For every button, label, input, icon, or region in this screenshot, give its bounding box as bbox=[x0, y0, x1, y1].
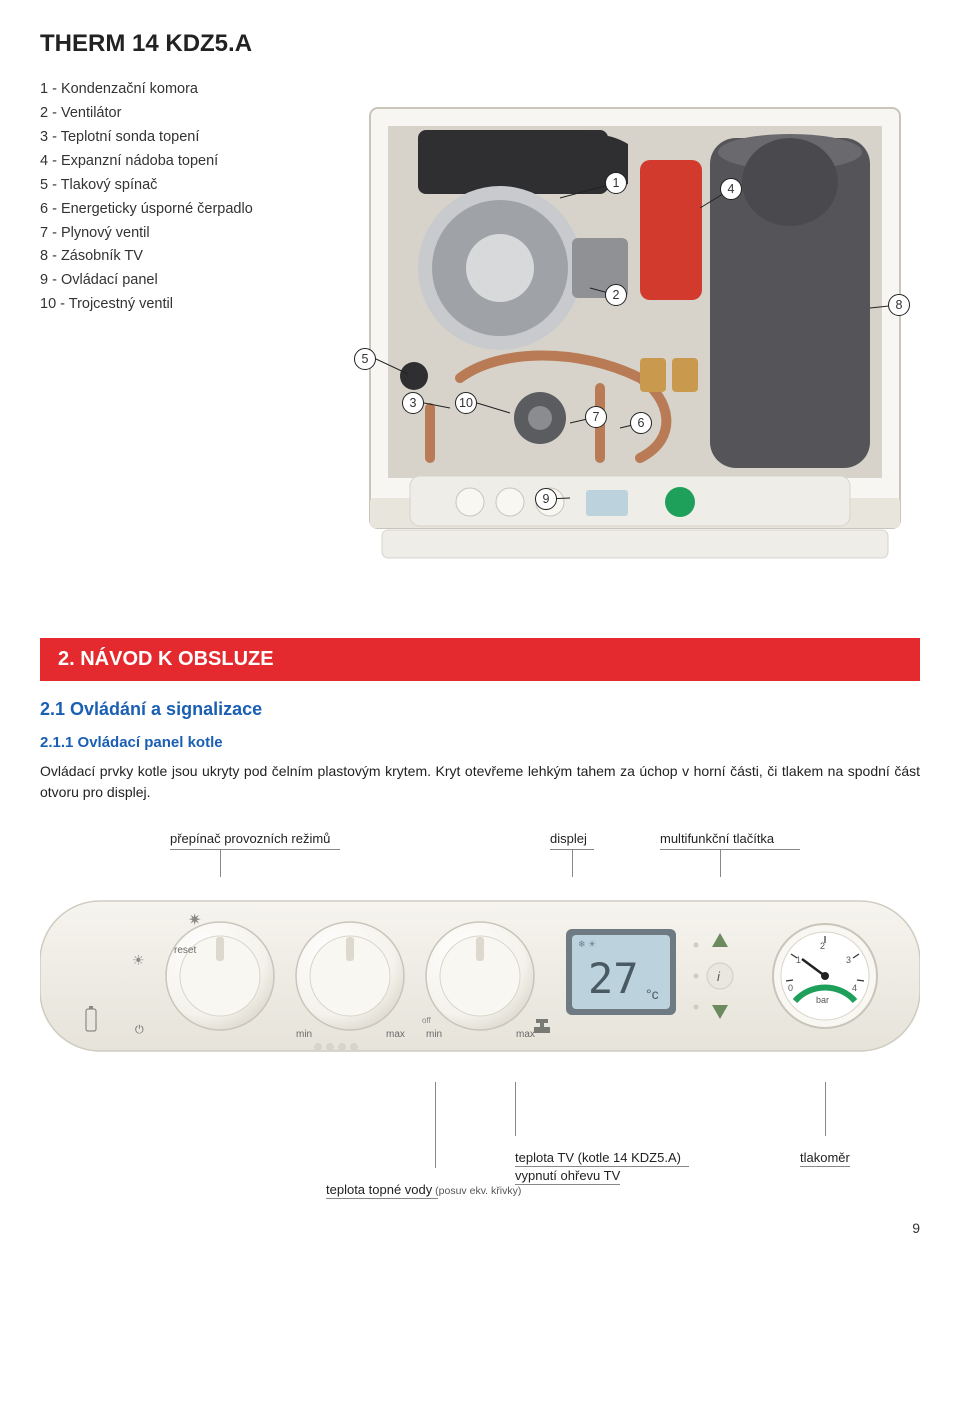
min-label-2: min bbox=[426, 1029, 442, 1040]
annotations-bottom: teplota topné vody (posuv ekv. křivky) te… bbox=[40, 1082, 920, 1212]
page-title: THERM 14 KDZ5.A bbox=[40, 30, 920, 58]
parts-item: 9 - Ovládací panel bbox=[40, 269, 310, 293]
bar-label: bar bbox=[816, 995, 829, 1005]
parts-item: 5 - Tlakový spínač bbox=[40, 174, 310, 198]
annotation-label: tlakoměr bbox=[800, 1150, 850, 1165]
reset-label: reset bbox=[174, 945, 196, 956]
annotation-label: přepínač provozních režimů bbox=[170, 831, 330, 846]
svg-text:✷: ✷ bbox=[188, 912, 201, 929]
callout-2: 2 bbox=[605, 284, 627, 306]
annotation-label: teplota topné vody (posuv ekv. křivky) bbox=[326, 1182, 521, 1197]
svg-text:1: 1 bbox=[796, 955, 801, 965]
parts-item: 1 - Kondenzační komora bbox=[40, 78, 310, 102]
callout-1: 1 bbox=[605, 172, 627, 194]
svg-text:3: 3 bbox=[846, 955, 851, 965]
svg-text:0: 0 bbox=[788, 983, 793, 993]
annotation-label: displej bbox=[550, 831, 587, 846]
parts-item: 4 - Expanzní nádoba topení bbox=[40, 150, 310, 174]
annotations-top: přepínač provozních režimů displej multifu… bbox=[40, 831, 920, 877]
svg-text:off: off bbox=[422, 1016, 432, 1025]
callout-10: 10 bbox=[455, 392, 477, 414]
parts-item: 10 - Trojcestný ventil bbox=[40, 293, 310, 317]
max-label-2: max bbox=[516, 1029, 535, 1040]
annotation-label: vypnutí ohřevu TV bbox=[515, 1168, 620, 1183]
page-number: 9 bbox=[40, 1220, 920, 1236]
svg-text:4: 4 bbox=[852, 983, 857, 993]
parts-list: 1 - Kondenzační komora 2 - Ventilátor 3 … bbox=[40, 78, 310, 598]
body-paragraph: Ovládací prvky kotle jsou ukryty pod čel… bbox=[40, 761, 920, 803]
parts-item: 7 - Plynový ventil bbox=[40, 222, 310, 246]
section-header: 2. NÁVOD K OBSLUZE bbox=[40, 638, 920, 681]
callout-5: 5 bbox=[354, 348, 376, 370]
callout-7: 7 bbox=[585, 406, 607, 428]
annotation-label: teplota TV (kotle 14 KDZ5.A) bbox=[515, 1150, 681, 1165]
min-label: min bbox=[296, 1029, 312, 1040]
svg-text:☀: ☀ bbox=[132, 952, 145, 968]
callout-3: 3 bbox=[402, 392, 424, 414]
parts-item: 2 - Ventilátor bbox=[40, 102, 310, 126]
callout-6: 6 bbox=[630, 412, 652, 434]
callout-8: 8 bbox=[888, 294, 910, 316]
top-section: 1 - Kondenzační komora 2 - Ventilátor 3 … bbox=[40, 78, 920, 598]
max-label: max bbox=[386, 1029, 405, 1040]
lcd-unit: °c bbox=[646, 986, 659, 1002]
subsection-heading: 2.1 Ovládání a signalizace bbox=[40, 699, 920, 720]
control-panel-figure: přepínač provozních režimů displej multifu… bbox=[40, 831, 920, 1212]
annotation-label: multifunkční tlačítka bbox=[660, 831, 774, 846]
parts-item: 8 - Zásobník TV bbox=[40, 245, 310, 269]
control-panel-illustration: ✷ ☀ ⏻ reset min max min max off ❄ ☀ 27 °… bbox=[40, 881, 920, 1071]
callout-4: 4 bbox=[720, 178, 742, 200]
parts-item: 6 - Energeticky úsporné čerpadlo bbox=[40, 198, 310, 222]
subsubsection-heading: 2.1.1 Ovládací panel kotle bbox=[40, 734, 920, 751]
lcd-value: 27 bbox=[588, 954, 639, 1003]
callout-9: 9 bbox=[535, 488, 557, 510]
svg-text:2: 2 bbox=[820, 941, 825, 951]
boiler-illustration bbox=[340, 78, 920, 598]
boiler-diagram: 1 2 3 4 5 6 7 8 9 10 bbox=[340, 78, 920, 598]
parts-item: 3 - Teplotní sonda topení bbox=[40, 126, 310, 150]
svg-text:⏻: ⏻ bbox=[135, 1024, 144, 1036]
svg-text:❄ ☀: ❄ ☀ bbox=[578, 939, 596, 949]
